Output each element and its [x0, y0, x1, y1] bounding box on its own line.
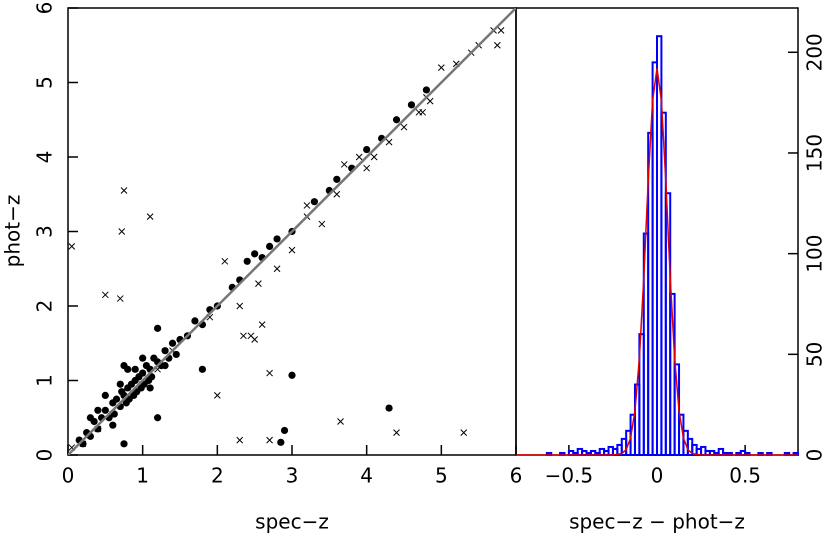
cross-point — [340, 161, 348, 168]
point — [277, 438, 285, 446]
cross-point — [258, 321, 266, 328]
cross-point — [146, 213, 154, 220]
x-tick-label: 6 — [510, 464, 523, 488]
reference-line — [68, 8, 516, 455]
point — [109, 421, 117, 429]
cross-point — [370, 153, 378, 161]
y-tick-label: 0 — [803, 449, 827, 462]
cross-point — [240, 332, 247, 340]
y-tick-label: 100 — [803, 235, 827, 273]
cross-point — [303, 202, 311, 209]
point — [86, 414, 94, 422]
point — [146, 384, 154, 392]
y-axis-label: phot−z — [1, 195, 25, 268]
cross-point — [236, 436, 244, 444]
point — [112, 395, 121, 403]
x-tick-label: −0.5 — [545, 464, 594, 488]
cross-point — [255, 280, 262, 288]
cross-point — [333, 190, 341, 198]
cross-point — [116, 295, 124, 302]
point — [392, 116, 401, 124]
point — [139, 354, 147, 362]
y-tick-label: 5 — [33, 76, 57, 89]
cross-point — [247, 332, 255, 340]
cross-point — [221, 257, 229, 265]
cross-point — [120, 187, 128, 194]
x-tick-label: 0.5 — [729, 464, 761, 488]
point — [120, 362, 128, 370]
x-tick-label: 2 — [211, 464, 224, 488]
point — [101, 406, 109, 414]
cross-point — [493, 41, 501, 49]
point — [280, 426, 289, 435]
point — [154, 414, 162, 422]
point — [385, 404, 393, 412]
point — [198, 365, 206, 373]
point — [101, 391, 109, 399]
point — [363, 145, 371, 154]
point — [116, 380, 124, 388]
point — [273, 235, 281, 243]
x-axis-label: spec−z — [255, 510, 329, 534]
x-tick-label: 1 — [136, 464, 149, 488]
fit-curve — [515, 68, 799, 456]
point — [333, 175, 341, 183]
y-tick-label: 1 — [33, 374, 57, 387]
cross-point — [419, 108, 427, 116]
point — [422, 86, 430, 94]
y-tick-label: 150 — [803, 134, 827, 172]
x-tick-label: 5 — [435, 464, 448, 488]
y-tick-label: 0 — [33, 449, 57, 462]
cross-point — [393, 429, 400, 437]
cross-point — [288, 246, 296, 254]
point — [168, 339, 177, 347]
point — [407, 101, 416, 109]
cross-point — [266, 436, 273, 444]
cross-point — [497, 26, 505, 34]
cross-point — [363, 164, 371, 172]
x-tick-label: 3 — [286, 464, 299, 488]
point — [161, 362, 169, 370]
cross-point — [426, 97, 434, 105]
cross-point — [318, 220, 326, 228]
cross-point — [266, 369, 273, 377]
point — [310, 198, 318, 206]
point — [251, 250, 259, 258]
y-tick-label: 6 — [33, 2, 57, 15]
y-tick-label: 200 — [803, 33, 827, 71]
cross-point — [213, 392, 221, 399]
y-tick-label: 2 — [33, 300, 57, 313]
cross-point — [355, 153, 363, 161]
y-tick-label: 3 — [33, 225, 57, 238]
cross-point — [385, 138, 393, 146]
point — [161, 347, 169, 355]
point — [94, 406, 102, 414]
cross-point — [101, 291, 109, 299]
cross-point — [437, 64, 445, 71]
point — [243, 257, 251, 265]
cross-point — [236, 302, 244, 310]
point — [139, 369, 147, 377]
x-tick-label: 0 — [62, 464, 75, 488]
x-tick-label: 0 — [651, 464, 664, 488]
point — [154, 324, 162, 332]
y-tick-label: 4 — [33, 151, 57, 164]
cross-point — [118, 228, 126, 235]
x-tick-label: 4 — [360, 464, 373, 488]
point — [266, 242, 274, 250]
point — [120, 440, 128, 448]
cross-point — [460, 429, 468, 437]
point — [131, 365, 139, 373]
y-tick-label: 50 — [803, 342, 827, 367]
x-axis-label: spec−z − phot−z — [569, 510, 745, 534]
cross-point — [68, 243, 76, 250]
cross-point — [400, 123, 408, 131]
cross-point — [273, 265, 281, 273]
point — [288, 371, 296, 379]
cross-point — [337, 418, 344, 425]
point — [191, 317, 199, 325]
